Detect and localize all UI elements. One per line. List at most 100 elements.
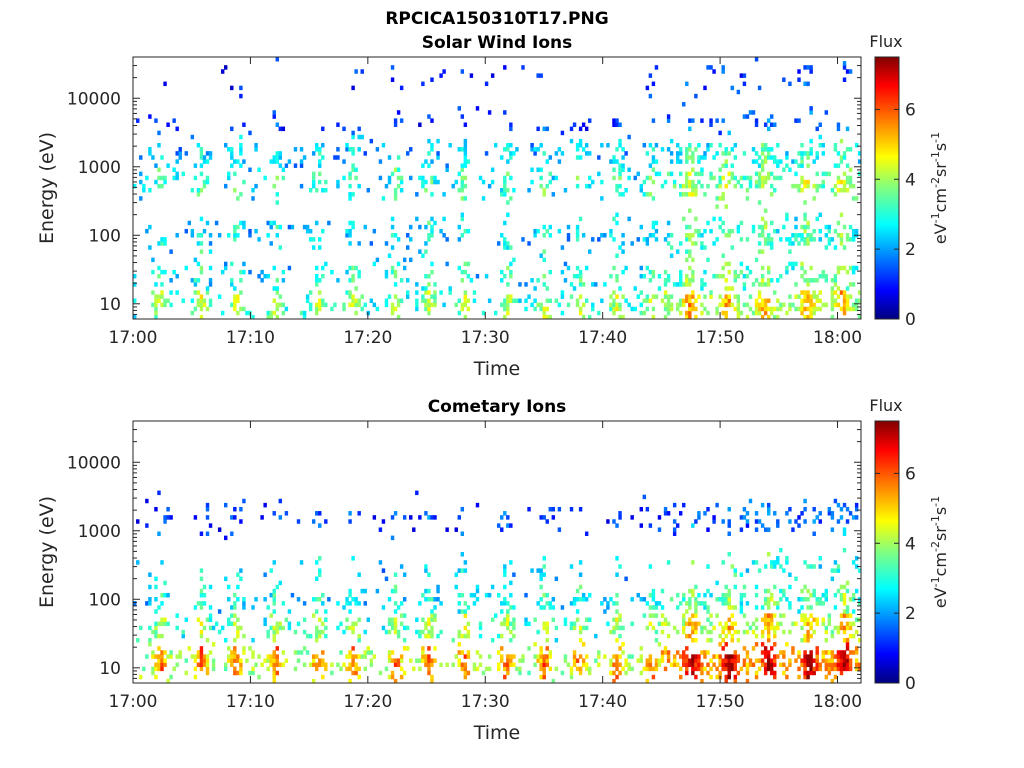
spectrogram-cell (166, 621, 170, 627)
spectrogram-cell (809, 592, 813, 598)
spectrogram-cell (760, 658, 765, 663)
spectrogram-cell (442, 216, 446, 222)
spectrogram-cell (739, 269, 744, 275)
spectrogram-cell (475, 584, 480, 590)
spectrogram-cell (709, 118, 713, 123)
spectrogram-cell (578, 282, 583, 287)
spectrogram-cell (803, 650, 807, 655)
spectrogram-cell (721, 220, 725, 226)
spectrogram-cell (278, 126, 283, 132)
spectrogram-cell (739, 73, 744, 78)
spectrogram-cell (460, 666, 465, 672)
spectrogram-cell (857, 159, 862, 164)
spectrogram-cell (551, 617, 556, 622)
spectrogram-cell (739, 310, 744, 316)
spectrogram-cell (399, 188, 404, 193)
spectrogram-cell (148, 637, 152, 643)
spectrogram-cell (199, 314, 204, 320)
spectrogram-cell (754, 511, 759, 516)
spectrogram-cell (733, 269, 738, 275)
spectrogram-cell (618, 617, 622, 622)
spectrogram-cell (399, 666, 404, 672)
spectrogram-cell (157, 142, 161, 148)
spectrogram-cell (830, 294, 835, 299)
spectrogram-cell (730, 228, 734, 234)
spectrogram-cell (785, 556, 789, 561)
spectrogram-cell (606, 142, 610, 148)
spectrogram-cell (854, 650, 859, 655)
spectrogram-cell (706, 662, 710, 668)
spectrogram-cell (503, 302, 507, 308)
spectrogram-cell (551, 597, 556, 602)
spectrogram-cell (160, 294, 164, 299)
spectrogram-cell (645, 658, 650, 663)
spectrogram-cell (691, 233, 695, 238)
spectrogram-cell (233, 286, 237, 291)
spectrogram-cell (685, 237, 689, 242)
spectrogram-cell (688, 282, 692, 287)
spectrogram-cell (766, 265, 771, 271)
spectrogram-cell (779, 597, 783, 602)
spectrogram-cell (691, 592, 695, 598)
spectrogram-cell (803, 298, 807, 304)
spectrogram-cell (390, 535, 395, 541)
spectrogram-cell (160, 662, 164, 668)
spectrogram-cell (463, 298, 468, 304)
spectrogram-cell (854, 658, 859, 663)
spectrogram-cell (754, 302, 759, 308)
spectrogram-cell (457, 188, 461, 193)
spectrogram-cell (500, 269, 504, 275)
spectrogram-cell (506, 654, 510, 659)
spectrogram-cell (803, 241, 807, 246)
spectrogram-cell (190, 310, 195, 316)
spectrogram-cell (700, 183, 704, 189)
spectrogram-cell (688, 171, 692, 177)
spectrogram-cell (421, 286, 425, 291)
spectrogram-cell (457, 515, 461, 520)
spectrogram-cell (436, 179, 440, 185)
spectrogram-cell (663, 666, 668, 672)
spectrogram-cell (348, 241, 352, 246)
spectrogram-cell (557, 147, 562, 152)
spectrogram-cell (578, 666, 583, 672)
spectrogram-cell (657, 658, 662, 663)
spectrogram-cell (378, 159, 383, 164)
spectrogram-cell (230, 155, 234, 160)
spectrogram-cell (351, 662, 355, 668)
spectrogram-cell (539, 576, 543, 582)
spectrogram-cell (706, 650, 710, 655)
spectrogram-cell (308, 662, 313, 668)
spectrogram-cell (763, 241, 768, 246)
spectrogram-cell (545, 658, 549, 663)
spectrogram-cell (254, 662, 258, 668)
spectrogram-cell (794, 576, 798, 582)
spectrogram-cell (688, 126, 692, 132)
spectrogram-cell (718, 142, 722, 148)
spectrogram-cell (548, 654, 552, 659)
spectrogram-cell (688, 142, 692, 148)
spectrogram-cell (257, 273, 261, 279)
spectrogram-cell (685, 155, 689, 160)
spectrogram-cell (648, 523, 653, 528)
spectrogram-cell (657, 621, 662, 627)
y-axis-label: Energy (eV) (36, 496, 58, 608)
spectrogram-cell (648, 192, 653, 197)
spectrogram-cell (384, 273, 389, 279)
spectrogram-cell (318, 597, 322, 602)
spectrogram-cell (791, 159, 795, 164)
spectrogram-cell (730, 666, 734, 672)
spectrogram-cell (712, 69, 716, 74)
spectrogram-cell (827, 228, 832, 234)
spectrogram-cell (193, 278, 198, 283)
spectrogram-cell (788, 584, 792, 590)
spectrogram-cell (845, 637, 850, 643)
spectrogram-cell (773, 654, 777, 659)
spectrogram-cell (694, 666, 698, 672)
spectrogram-cell (324, 609, 328, 614)
spectrogram-cell (236, 294, 240, 299)
spectrogram-cell (396, 175, 401, 181)
spectrogram-cell (336, 122, 340, 127)
spectrogram-cell (227, 171, 231, 177)
spectrogram-cell (694, 183, 698, 189)
